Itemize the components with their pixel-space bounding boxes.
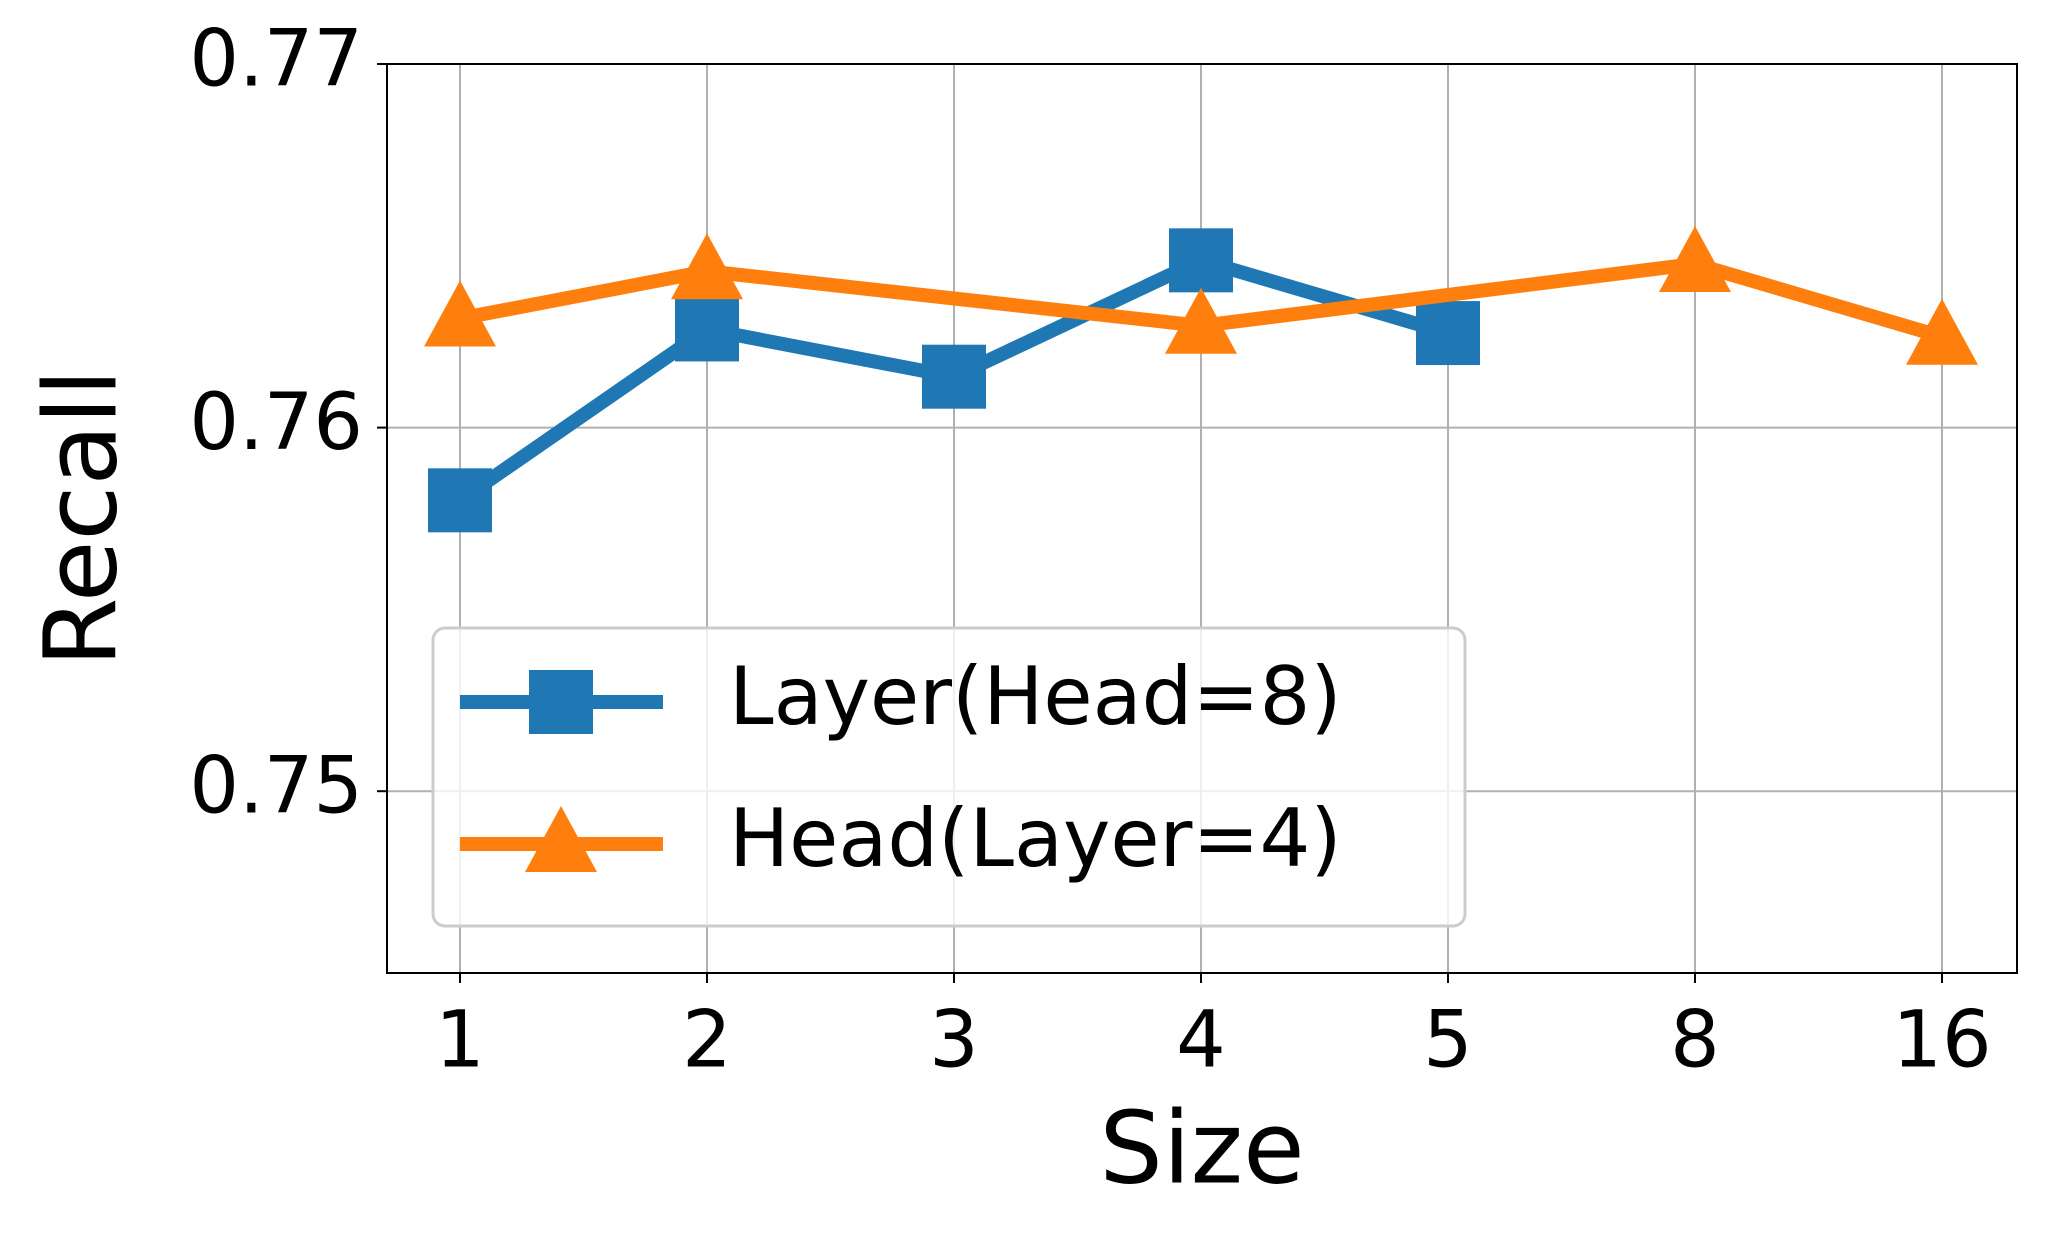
x-tick-label: 2: [682, 995, 732, 1085]
data-point: [424, 280, 496, 347]
legend-box: [431, 626, 1467, 928]
y-tick-label: 0.76: [189, 378, 363, 468]
legend-label: Head(Layer=4): [729, 792, 1342, 885]
x-axis-label: Size: [1099, 1089, 1304, 1206]
legend-marker: [529, 670, 593, 734]
x-tick-label: 8: [1670, 995, 1720, 1085]
data-point: [922, 344, 986, 409]
data-point: [675, 297, 739, 362]
data-point: [428, 468, 492, 533]
y-axis-label: Recall: [22, 369, 139, 667]
data-point: [1169, 228, 1233, 293]
x-tick-label: 5: [1423, 995, 1473, 1085]
data-point: [1659, 225, 1731, 292]
x-tick-label: 3: [929, 995, 979, 1085]
data-point: [1165, 287, 1237, 354]
legend-label: Layer(Head=8): [729, 650, 1342, 743]
y-tick-label: 0.75: [189, 742, 363, 832]
x-tick-label: 16: [1892, 995, 1991, 1085]
plot-frame: [386, 63, 2018, 974]
data-point: [1906, 298, 1978, 365]
data-point: [671, 233, 743, 300]
legend-marker: [525, 806, 597, 872]
x-tick-label: 4: [1176, 995, 1226, 1085]
data-point: [1416, 301, 1480, 366]
y-tick-label: 0.77: [189, 14, 363, 104]
x-tick-label: 1: [435, 995, 485, 1085]
